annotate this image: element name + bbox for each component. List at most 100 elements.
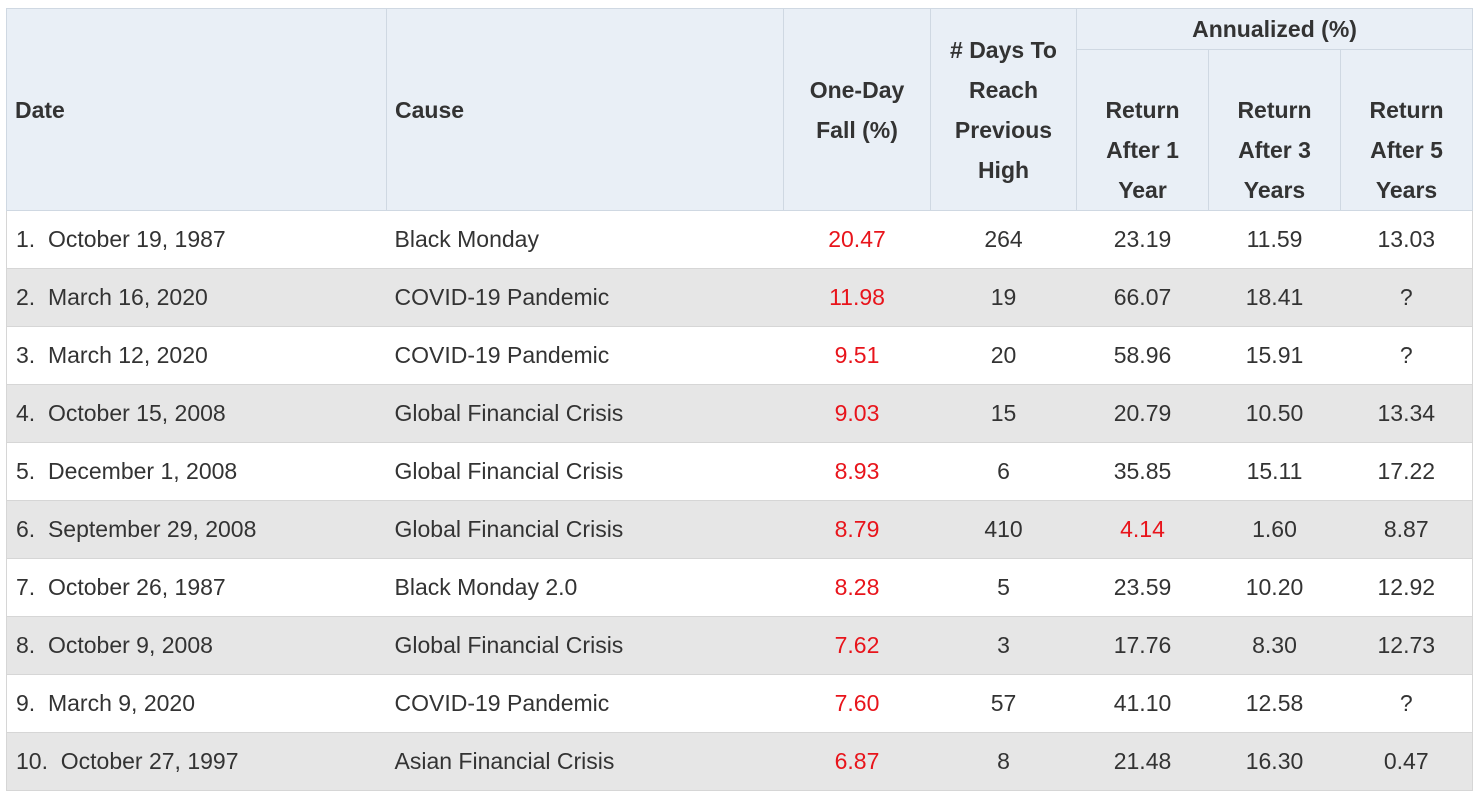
header-days-to-previous-high: # Days To Reach Previous High [930, 8, 1077, 211]
cell-days-to-high: 264 [930, 210, 1077, 269]
crash-table-container: Date Cause One-Day Fall (%) # Days To Re… [6, 8, 1474, 791]
table-row: 5. December 1, 2008 Global Financial Cris… [6, 442, 1474, 501]
row-rank: 10. [16, 748, 48, 774]
cell-return-3-years: 15.11 [1208, 442, 1341, 501]
header-date: Date [6, 8, 387, 211]
header-return-1-year: Return After 1 Year [1076, 49, 1209, 211]
cell-days-to-high: 15 [930, 384, 1077, 443]
cell-days-to-high: 410 [930, 500, 1077, 559]
cell-days-to-high: 3 [930, 616, 1077, 675]
cell-cause: Global Financial Crisis [386, 384, 784, 443]
cell-return-5-years: ? [1340, 674, 1474, 733]
table-header: Date Cause One-Day Fall (%) # Days To Re… [6, 8, 1474, 211]
table-row: 7. October 26, 1987 Black Monday 2.0 8.28 5… [6, 558, 1474, 617]
cell-return-5-years: ? [1340, 326, 1474, 385]
table-row: 3. March 12, 2020 COVID-19 Pandemic 9.51 20… [6, 326, 1474, 385]
row-date: October 27, 1997 [60, 748, 239, 774]
cell-return-1-year: 21.48 [1076, 732, 1209, 791]
cell-date: 3. March 12, 2020 [6, 326, 387, 385]
row-date: October 19, 1987 [47, 226, 226, 252]
cell-return-1-year: 35.85 [1076, 442, 1209, 501]
cell-return-3-years: 11.59 [1208, 210, 1341, 269]
cell-one-day-fall: 9.51 [783, 326, 931, 385]
row-date: December 1, 2008 [47, 458, 238, 484]
cell-return-5-years: 13.34 [1340, 384, 1474, 443]
table-row: 10. October 27, 1997 Asian Financial Cris… [6, 732, 1474, 791]
cell-return-3-years: 15.91 [1208, 326, 1341, 385]
cell-cause: Asian Financial Crisis [386, 732, 784, 791]
header-return-3-years: Return After 3 Years [1208, 49, 1341, 211]
header-one-day-fall: One-Day Fall (%) [783, 8, 931, 211]
cell-cause: Global Financial Crisis [386, 442, 784, 501]
row-rank: 8. [16, 632, 36, 658]
row-rank: 4. [16, 400, 36, 426]
cell-one-day-fall: 7.60 [783, 674, 931, 733]
cell-days-to-high: 5 [930, 558, 1077, 617]
row-date: October 15, 2008 [47, 400, 226, 426]
cell-cause: Black Monday 2.0 [386, 558, 784, 617]
header-cause: Cause [386, 8, 784, 211]
cell-one-day-fall: 8.93 [783, 442, 931, 501]
cell-one-day-fall: 6.87 [783, 732, 931, 791]
cell-days-to-high: 8 [930, 732, 1077, 791]
row-date: March 12, 2020 [47, 342, 208, 368]
cell-days-to-high: 19 [930, 268, 1077, 327]
cell-return-3-years: 10.50 [1208, 384, 1341, 443]
cell-date: 8. October 9, 2008 [6, 616, 387, 675]
table-row: 4. October 15, 2008 Global Financial Cris… [6, 384, 1474, 443]
header-return-5-years: Return After 5 Years [1339, 49, 1474, 211]
cell-return-5-years: 8.87 [1340, 500, 1474, 559]
row-date: March 9, 2020 [47, 690, 195, 716]
cell-return-5-years: 12.73 [1340, 616, 1474, 675]
cell-days-to-high: 57 [930, 674, 1077, 733]
row-rank: 2. [16, 284, 36, 310]
cell-one-day-fall: 11.98 [783, 268, 931, 327]
cell-cause: Black Monday [386, 210, 784, 269]
cell-return-3-years: 16.30 [1208, 732, 1341, 791]
table-row: 9. March 9, 2020 COVID-19 Pandemic 7.60 57 4… [6, 674, 1474, 733]
cell-one-day-fall: 8.28 [783, 558, 931, 617]
cell-date: 7. October 26, 1987 [6, 558, 387, 617]
table-row: 2. March 16, 2020 COVID-19 Pandemic 11.98 1… [6, 268, 1474, 327]
row-date: March 16, 2020 [47, 284, 208, 310]
cell-one-day-fall: 7.62 [783, 616, 931, 675]
cell-return-1-year: 23.19 [1076, 210, 1209, 269]
cell-return-1-year: 41.10 [1076, 674, 1209, 733]
row-rank: 5. [16, 458, 36, 484]
cell-return-5-years: ? [1340, 268, 1474, 327]
cell-days-to-high: 6 [930, 442, 1077, 501]
cell-cause: COVID-19 Pandemic [386, 326, 784, 385]
row-date: October 9, 2008 [47, 632, 213, 658]
cell-date: 9. March 9, 2020 [6, 674, 387, 733]
cell-days-to-high: 20 [930, 326, 1077, 385]
header-annualized-group: Annualized (%) [1075, 8, 1474, 50]
cell-one-day-fall: 8.79 [783, 500, 931, 559]
cell-return-5-years: 17.22 [1340, 442, 1474, 501]
cell-date: 4. October 15, 2008 [6, 384, 387, 443]
cell-date: 2. March 16, 2020 [6, 268, 387, 327]
row-rank: 3. [16, 342, 36, 368]
cell-return-1-year: 20.79 [1076, 384, 1209, 443]
cell-date: 1. October 19, 1987 [6, 210, 387, 269]
cell-return-1-year: 58.96 [1076, 326, 1209, 385]
cell-return-3-years: 18.41 [1208, 268, 1341, 327]
cell-return-3-years: 8.30 [1208, 616, 1341, 675]
cell-date: 5. December 1, 2008 [6, 442, 387, 501]
market-crash-table: Date Cause One-Day Fall (%) # Days To Re… [6, 8, 1474, 791]
row-date: October 26, 1987 [47, 574, 226, 600]
cell-return-3-years: 1.60 [1208, 500, 1341, 559]
row-rank: 6. [16, 516, 36, 542]
cell-cause: Global Financial Crisis [386, 500, 784, 559]
cell-return-5-years: 12.92 [1340, 558, 1474, 617]
row-rank: 7. [16, 574, 36, 600]
row-rank: 9. [16, 690, 36, 716]
cell-return-1-year: 66.07 [1076, 268, 1209, 327]
cell-return-3-years: 12.58 [1208, 674, 1341, 733]
row-date: September 29, 2008 [47, 516, 257, 542]
cell-cause: Global Financial Crisis [386, 616, 784, 675]
table-row: 6. September 29, 2008 Global Financial Cr… [6, 500, 1474, 559]
cell-cause: COVID-19 Pandemic [386, 268, 784, 327]
cell-cause: COVID-19 Pandemic [386, 674, 784, 733]
cell-return-5-years: 0.47 [1340, 732, 1474, 791]
cell-return-3-years: 10.20 [1208, 558, 1341, 617]
